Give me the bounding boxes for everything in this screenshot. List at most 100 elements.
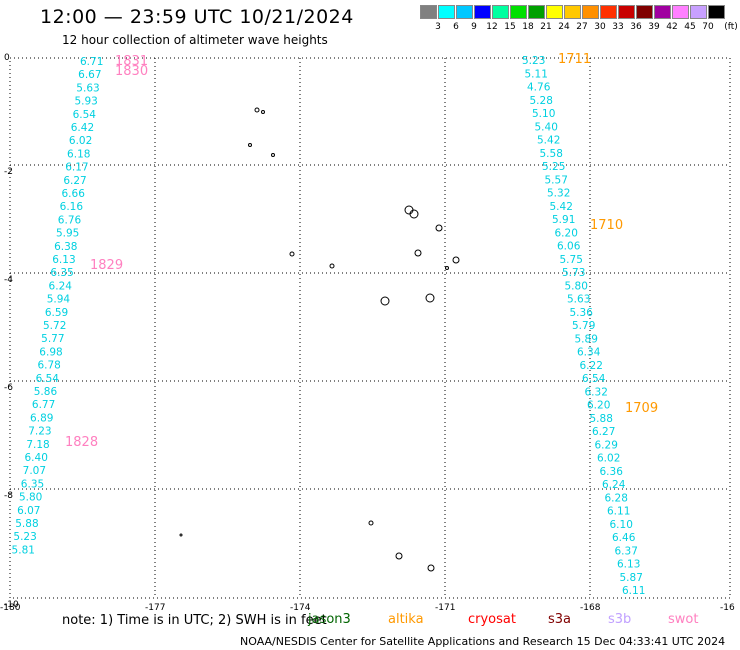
- scale-swatch: [474, 5, 491, 19]
- swh-value: 6.20: [555, 227, 578, 239]
- swh-value: 5.95: [56, 228, 79, 240]
- swh-value: 6.42: [71, 122, 94, 134]
- swh-value: 6.59: [45, 307, 68, 319]
- swh-value: 6.24: [49, 280, 73, 292]
- swh-value: 6.35: [21, 478, 44, 490]
- scale-label: 3: [435, 22, 441, 32]
- swh-value: 5.23: [522, 55, 545, 67]
- swh-value: 6.36: [600, 466, 624, 478]
- island-outline: [380, 296, 390, 306]
- swh-value: 6.10: [610, 519, 633, 531]
- swh-value: 6.78: [37, 360, 60, 372]
- x-tick-label: -180: [0, 603, 21, 613]
- swh-value: 5.93: [74, 96, 97, 108]
- scale-swatch: [438, 5, 455, 19]
- pass-time-label: 1830: [115, 64, 148, 79]
- scale-swatch: [420, 5, 437, 19]
- pass-time-label: 1710: [590, 218, 623, 233]
- swh-value: 6.37: [615, 545, 638, 557]
- island-outline: [409, 209, 419, 219]
- swh-value: 6.35: [50, 267, 73, 279]
- scale-label: 9: [471, 22, 477, 32]
- island-outline: [445, 266, 449, 270]
- swh-value: 6.54: [36, 373, 60, 385]
- scale-label: 18: [522, 22, 534, 32]
- swh-value: 6.13: [52, 254, 75, 266]
- island-outline: [452, 256, 460, 264]
- scale-swatch: [618, 5, 635, 19]
- scale-label: 12: [486, 22, 498, 32]
- swh-value: 6.27: [63, 175, 86, 187]
- island-outline: [179, 533, 183, 537]
- island-outline: [271, 153, 275, 157]
- swh-value: 6.76: [58, 214, 82, 226]
- island-outline: [427, 564, 435, 572]
- pass-time-label: 1829: [90, 258, 123, 273]
- island-outline: [254, 107, 260, 113]
- scale-label: 15: [504, 22, 516, 32]
- scale-swatch: [582, 5, 599, 19]
- swh-value: 5.40: [535, 121, 558, 133]
- swh-value: 6.17: [65, 162, 88, 174]
- pass-time-label: 1709: [625, 401, 658, 416]
- swh-value: 7.07: [23, 465, 46, 477]
- scale-swatch: [690, 5, 707, 19]
- swh-value: 5.87: [620, 572, 643, 584]
- scale-swatch: [654, 5, 671, 19]
- swh-value: 5.89: [575, 333, 598, 345]
- swh-value: 6.66: [62, 188, 86, 200]
- scale-label: 24: [558, 22, 570, 32]
- island-outline: [395, 552, 403, 560]
- swh-value: 5.36: [570, 307, 594, 319]
- swh-value: 6.54: [73, 109, 97, 121]
- satellite-label-s3a: s3a: [548, 612, 572, 627]
- y-tick-label: -10: [4, 600, 19, 610]
- scale-swatch: [600, 5, 617, 19]
- swh-value: 4.76: [527, 82, 551, 94]
- swh-value: 6.67: [78, 69, 101, 81]
- swh-value: 5.81: [12, 544, 35, 556]
- pass-time-label: 1828: [65, 435, 98, 450]
- swh-value: 6.28: [605, 492, 628, 504]
- scale-swatch: [492, 5, 509, 19]
- satellite-label-jason3: jason3: [308, 612, 351, 627]
- x-tick-label: -174: [290, 603, 311, 613]
- y-tick-label: 0: [4, 53, 10, 63]
- swh-value: 6.06: [557, 241, 581, 253]
- scale-label: 45: [684, 22, 696, 32]
- swh-value: 5.58: [540, 148, 563, 160]
- scale-label: 6: [453, 22, 459, 32]
- pass-time-label: 1711: [558, 52, 591, 67]
- scale-swatch: [672, 5, 689, 19]
- swh-value: 6.38: [54, 241, 77, 253]
- island-outline: [261, 110, 265, 114]
- x-tick-label: -171: [435, 603, 455, 613]
- x-tick-label: -16: [720, 603, 735, 613]
- island-outline: [368, 520, 374, 526]
- swh-value: 7.18: [26, 439, 49, 451]
- swh-value: 5.72: [43, 320, 66, 332]
- y-tick-label: -6: [4, 383, 13, 393]
- scale-swatch: [546, 5, 563, 19]
- swh-value: 6.11: [607, 506, 630, 518]
- swh-value: 6.77: [32, 399, 55, 411]
- scale-label: 21: [540, 22, 552, 32]
- map-title: 12:00 — 23:59 UTC 10/21/2024: [40, 6, 354, 28]
- swh-value: 5.91: [552, 214, 575, 226]
- swh-value: 5.10: [532, 108, 555, 120]
- swh-value: 5.32: [547, 188, 570, 200]
- satellite-label-altika: altika: [388, 612, 424, 627]
- swh-value: 5.42: [550, 201, 573, 213]
- swh-value: 6.98: [39, 346, 62, 358]
- swh-value: 6.40: [25, 452, 48, 464]
- swh-value: 5.88: [15, 518, 38, 530]
- swh-value: 5.86: [34, 386, 58, 398]
- y-tick-label: -2: [4, 167, 13, 177]
- island-outline: [329, 263, 335, 269]
- scale-label: 70: [702, 22, 714, 32]
- swh-value: 6.71: [80, 56, 103, 68]
- scale-label: 36: [630, 22, 642, 32]
- swh-value: 5.94: [47, 294, 71, 306]
- swh-value: 5.63: [567, 294, 590, 306]
- scale-label: 42: [666, 22, 678, 32]
